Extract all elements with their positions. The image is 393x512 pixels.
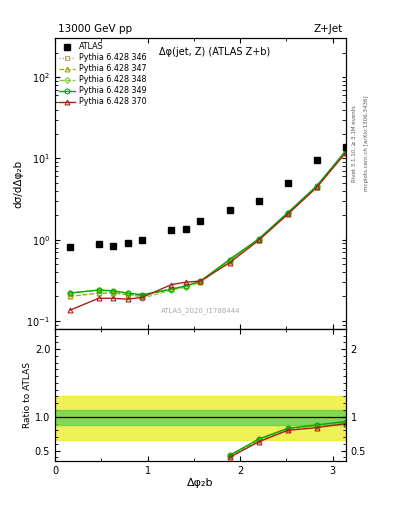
Pythia 6.428 349: [343, 147, 348, 154]
Pythia 6.428 348: [227, 258, 232, 264]
Pythia 6.428 370: [125, 296, 130, 302]
Line: Pythia 6.428 347: Pythia 6.428 347: [67, 150, 348, 299]
Y-axis label: Ratio to ATLAS: Ratio to ATLAS: [23, 362, 32, 428]
Pythia 6.428 346: [227, 258, 232, 264]
Text: Z+Jet: Z+Jet: [314, 24, 343, 34]
Pythia 6.428 370: [111, 295, 116, 302]
Pythia 6.428 348: [343, 149, 348, 155]
Pythia 6.428 349: [184, 283, 188, 289]
Pythia 6.428 349: [314, 183, 319, 189]
Line: Pythia 6.428 346: Pythia 6.428 346: [67, 150, 348, 299]
Pythia 6.428 347: [140, 292, 145, 298]
X-axis label: Δφ₂b: Δφ₂b: [187, 478, 214, 488]
Pythia 6.428 347: [285, 210, 290, 217]
Pythia 6.428 370: [314, 184, 319, 190]
Pythia 6.428 370: [140, 294, 145, 301]
ATLAS: [96, 241, 101, 247]
ATLAS: [140, 237, 145, 243]
Pythia 6.428 370: [184, 279, 188, 285]
Text: ATLAS_2020_I1788444: ATLAS_2020_I1788444: [161, 308, 240, 314]
Pythia 6.428 349: [140, 292, 145, 298]
Text: 13000 GeV pp: 13000 GeV pp: [58, 24, 132, 34]
Pythia 6.428 348: [285, 210, 290, 217]
Pythia 6.428 370: [343, 150, 348, 156]
Pythia 6.428 346: [184, 283, 188, 289]
Legend: ATLAS, Pythia 6.428 346, Pythia 6.428 347, Pythia 6.428 348, Pythia 6.428 349, P: ATLAS, Pythia 6.428 346, Pythia 6.428 34…: [57, 41, 149, 108]
ATLAS: [343, 143, 348, 150]
Line: ATLAS: ATLAS: [66, 143, 349, 250]
ATLAS: [169, 227, 174, 233]
Pythia 6.428 349: [125, 290, 130, 296]
Line: Pythia 6.428 370: Pythia 6.428 370: [67, 150, 348, 313]
Pythia 6.428 348: [140, 295, 145, 302]
Pythia 6.428 346: [140, 292, 145, 298]
Text: Δφ(jet, Z) (ATLAS Z+b): Δφ(jet, Z) (ATLAS Z+b): [159, 47, 271, 57]
Pythia 6.428 347: [67, 293, 72, 300]
Pythia 6.428 348: [67, 290, 72, 296]
Pythia 6.428 346: [125, 292, 130, 298]
Pythia 6.428 349: [67, 290, 72, 296]
Pythia 6.428 346: [67, 293, 72, 300]
Pythia 6.428 347: [184, 283, 188, 289]
Pythia 6.428 370: [227, 260, 232, 266]
Pythia 6.428 346: [285, 210, 290, 217]
Pythia 6.428 349: [227, 257, 232, 263]
Pythia 6.428 347: [227, 258, 232, 264]
Pythia 6.428 348: [169, 287, 174, 293]
Pythia 6.428 346: [96, 290, 101, 296]
Pythia 6.428 349: [169, 286, 174, 292]
ATLAS: [227, 207, 232, 214]
Pythia 6.428 347: [256, 237, 261, 243]
Pythia 6.428 348: [256, 237, 261, 243]
Pythia 6.428 347: [343, 149, 348, 155]
Pythia 6.428 370: [169, 282, 174, 288]
Pythia 6.428 348: [184, 284, 188, 290]
ATLAS: [256, 198, 261, 204]
Pythia 6.428 348: [125, 290, 130, 296]
Pythia 6.428 347: [314, 183, 319, 189]
Pythia 6.428 348: [111, 288, 116, 294]
Text: Rivet 3.1.10, ≥ 3.1M events: Rivet 3.1.10, ≥ 3.1M events: [352, 105, 357, 182]
Pythia 6.428 348: [96, 287, 101, 293]
Pythia 6.428 347: [198, 279, 203, 285]
ATLAS: [111, 243, 116, 249]
Pythia 6.428 346: [256, 237, 261, 243]
Line: Pythia 6.428 349: Pythia 6.428 349: [67, 148, 348, 297]
Pythia 6.428 347: [125, 292, 130, 298]
Pythia 6.428 349: [96, 287, 101, 293]
Pythia 6.428 347: [111, 290, 116, 296]
Pythia 6.428 348: [198, 279, 203, 285]
Pythia 6.428 349: [111, 288, 116, 294]
Pythia 6.428 346: [198, 279, 203, 285]
Pythia 6.428 370: [96, 295, 101, 302]
Text: mcplots.cern.ch [arXiv:1306.3436]: mcplots.cern.ch [arXiv:1306.3436]: [364, 96, 369, 191]
Pythia 6.428 349: [198, 278, 203, 284]
ATLAS: [184, 226, 188, 232]
Pythia 6.428 347: [96, 290, 101, 296]
ATLAS: [125, 240, 130, 246]
ATLAS: [285, 180, 290, 186]
Pythia 6.428 370: [67, 307, 72, 313]
ATLAS: [198, 218, 203, 224]
Pythia 6.428 346: [169, 286, 174, 292]
ATLAS: [314, 157, 319, 163]
Pythia 6.428 346: [314, 183, 319, 189]
ATLAS: [67, 244, 72, 250]
Y-axis label: dσ/dΔφ₂b: dσ/dΔφ₂b: [13, 160, 24, 208]
Pythia 6.428 346: [343, 149, 348, 155]
Pythia 6.428 370: [256, 238, 261, 244]
Pythia 6.428 349: [285, 209, 290, 216]
Pythia 6.428 370: [198, 278, 203, 284]
Pythia 6.428 349: [256, 236, 261, 242]
Pythia 6.428 347: [169, 286, 174, 292]
Pythia 6.428 346: [111, 290, 116, 296]
Line: Pythia 6.428 348: Pythia 6.428 348: [68, 150, 348, 301]
Pythia 6.428 370: [285, 211, 290, 218]
Pythia 6.428 348: [314, 183, 319, 189]
